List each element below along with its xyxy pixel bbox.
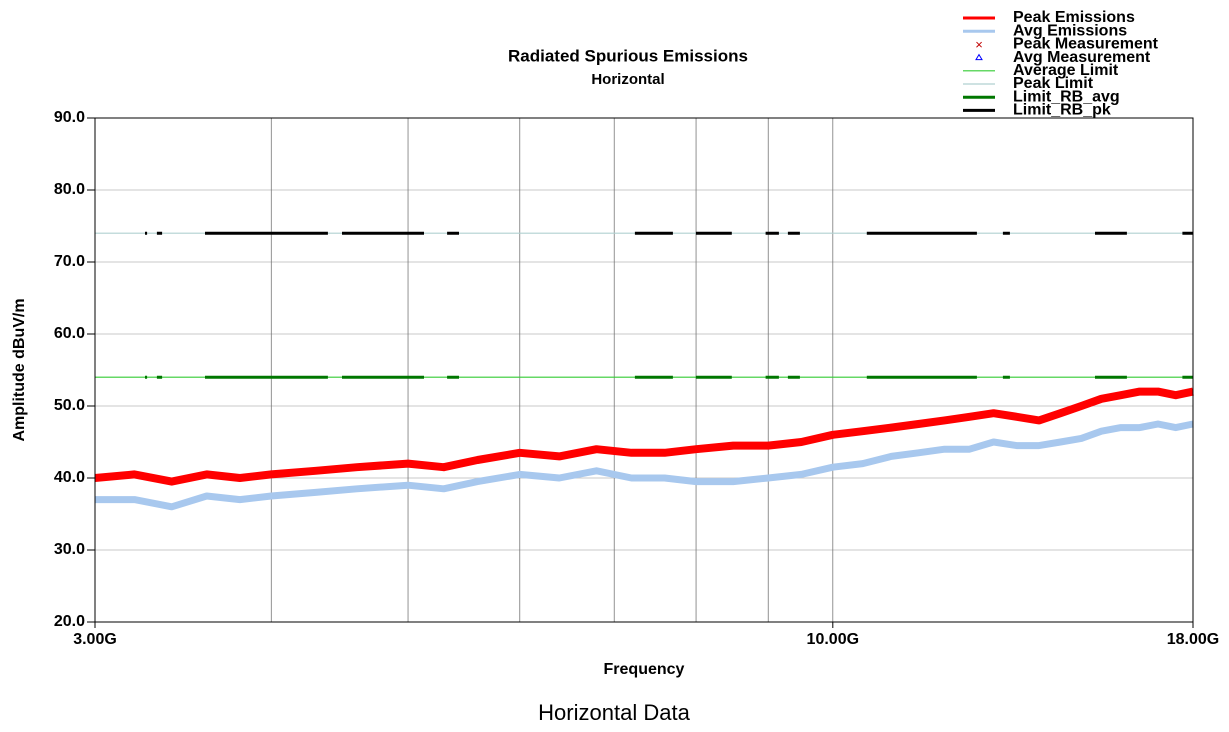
y-tick-label: 50.0 bbox=[54, 397, 85, 414]
y-tick-label: 90.0 bbox=[54, 109, 85, 126]
legend-label: Peak Limit bbox=[1013, 75, 1094, 92]
legend-label: Limit_RB_avg bbox=[1013, 88, 1120, 105]
x-tick-label: 3.00G bbox=[73, 631, 117, 648]
plot-frame bbox=[94, 117, 1194, 623]
y-axis-label: Amplitude dBuV/m bbox=[11, 298, 28, 441]
legend-label: Avg Measurement bbox=[1013, 49, 1151, 66]
legend-label: Average Limit bbox=[1013, 62, 1119, 79]
y-tick-label: 30.0 bbox=[54, 541, 85, 558]
x-tick-label: 10.00G bbox=[807, 631, 859, 648]
y-tick-label: 40.0 bbox=[54, 469, 85, 486]
chart-subtitle: Horizontal bbox=[591, 71, 664, 88]
series-line bbox=[94, 387, 1194, 486]
series-line bbox=[95, 420, 1194, 511]
x-axis-label: Frequency bbox=[604, 661, 685, 678]
legend-label: Peak Emissions bbox=[1013, 9, 1135, 26]
chart-title: Radiated Spurious Emissions bbox=[508, 46, 748, 65]
x-tick-label: 18.00G bbox=[1167, 631, 1219, 648]
legend-marker: × bbox=[975, 37, 983, 52]
legend-marker bbox=[975, 53, 983, 61]
y-tick-label: 80.0 bbox=[54, 181, 85, 198]
y-tick-label: 70.0 bbox=[54, 253, 85, 270]
y-tick-label: 60.0 bbox=[54, 325, 85, 342]
legend-label: Avg Emissions bbox=[1013, 22, 1127, 39]
legend-label: Peak Measurement bbox=[1013, 36, 1159, 53]
y-tick-label: 20.0 bbox=[54, 613, 85, 630]
legend-label: Limit_RB_pk bbox=[1013, 102, 1111, 119]
caption: Horizontal Data bbox=[538, 700, 690, 725]
